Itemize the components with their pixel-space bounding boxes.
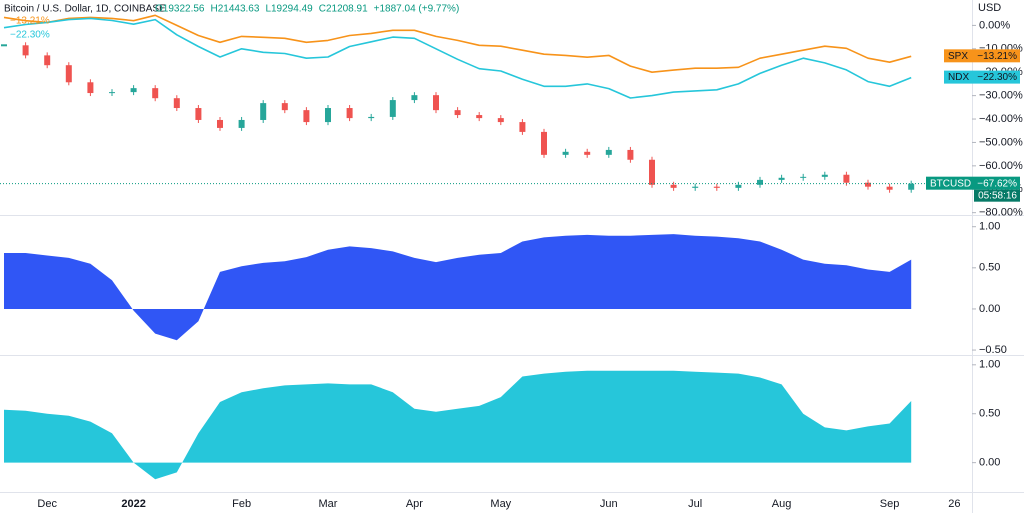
x-tick-label: 26 [948,498,960,510]
candle [886,186,893,190]
x-tick-label: Sep [880,498,900,510]
candle [65,65,72,83]
x-tick-label: Mar [319,498,338,510]
candle [454,110,461,116]
candle [22,45,29,56]
candle [713,186,720,188]
candle [908,183,915,190]
candle [152,88,159,99]
x-tick-label: Feb [232,498,251,510]
marks [0,14,970,480]
x-tick-label: Dec [37,498,57,510]
badge [944,49,1020,63]
candle [627,149,634,160]
y-tick-label: −80.00% [979,207,1023,219]
candle [260,103,267,120]
y-tick-label: −30.00% [979,90,1023,102]
candle [44,55,51,66]
candle [562,151,569,155]
series-line [3,14,912,73]
candle [519,122,526,132]
candle [281,103,288,111]
badge [944,70,1020,84]
badge-value: −22.30% [977,72,1017,83]
x-tick-label: 2022 [121,498,145,510]
x-tick-label: May [490,498,511,510]
candle [476,115,483,119]
badge-name: NDX [948,72,969,83]
header-ohlc: O19322.56 [155,4,205,15]
badge-value: −13.21% [977,51,1017,62]
y-tick-label: −60.00% [979,160,1023,172]
countdown-badge [974,189,1020,202]
header-title: Bitcoin / U.S. Dollar, 1D, COINBASE [4,4,166,15]
candle [497,118,504,123]
candle [670,184,677,188]
candle [757,179,763,185]
candle [130,88,137,93]
header-ohlc: H21443.63 [211,4,260,15]
y-tick-label: 0.50 [979,408,1000,420]
y-tick-label: 1.00 [979,359,1000,371]
badge [926,176,1020,190]
candle [368,116,375,119]
candle [325,108,331,123]
candle [411,95,418,101]
y-tick-label: 0.00 [979,303,1000,315]
candle [389,100,396,117]
candle [800,176,807,178]
countdown: 05:58:16 [978,190,1017,201]
candle [605,149,612,155]
x-tick-label: Jun [600,498,618,510]
y-tick-label: −40.00% [979,113,1023,125]
candle [649,159,655,185]
overlay: USD 0.00%−10.00%−20.00%−30.00%−40.00%−50… [4,2,1023,510]
header-ohlc: +1887.04 (+9.77%) [374,4,460,15]
badge-name: SPX [948,51,968,62]
candle [692,186,699,188]
y-tick-label: 0.50 [979,262,1000,274]
candle [109,92,115,94]
y-tick-label: −50.00% [979,136,1023,148]
candle [217,119,223,128]
x-tick-label: Jul [688,498,702,510]
x-tick-label: Apr [406,498,423,510]
y-tick-label: 0.00 [979,457,1000,469]
candle [433,95,439,111]
candle [346,108,353,119]
legend-value: −22.30% [10,30,50,41]
legend-value: −13.21% [10,16,50,27]
candle [584,151,591,155]
area [4,370,912,480]
candle [173,98,180,109]
y-tick-label: −0.50 [979,344,1007,356]
candle [303,110,310,123]
candle [541,131,547,155]
candle [821,174,828,177]
area [4,234,912,341]
candle [778,177,785,180]
x-tick-label: Aug [772,498,792,510]
y-tick-label: 1.00 [979,221,1000,233]
candle [865,182,871,187]
y-tick-label: 0.00% [979,19,1010,31]
candle [87,82,94,94]
candle [195,108,202,120]
y-unit: USD [978,2,1001,14]
header-ohlc: C21208.91 [319,4,368,15]
candle [735,184,742,188]
candle [843,174,850,183]
series-line [3,17,912,99]
candle [238,119,245,128]
badge-name: BTCUSD [930,178,971,189]
header-ohlc: L19294.49 [265,4,313,15]
badge-value: −67.62% [977,178,1017,189]
